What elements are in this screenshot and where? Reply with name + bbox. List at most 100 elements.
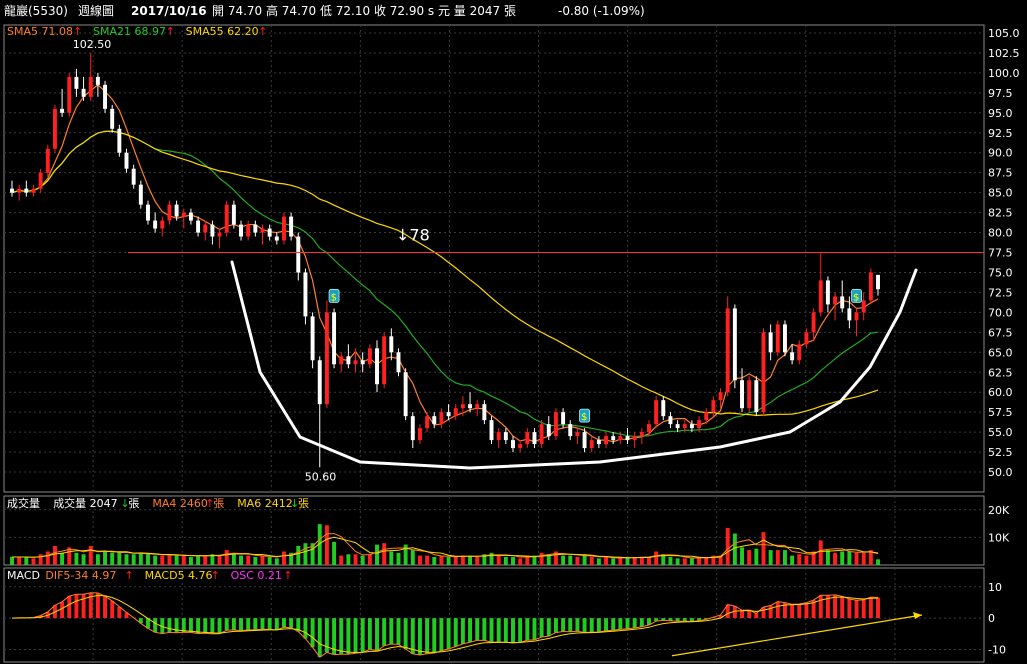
legend-item: MA6 2412 (237, 497, 293, 510)
volume-bar (804, 555, 809, 565)
macd-histogram-bar (725, 604, 730, 619)
volume-bar (754, 548, 759, 565)
macd-histogram-bar (167, 618, 172, 633)
candle-body (417, 428, 422, 441)
panel-frame-1 (3, 495, 985, 566)
candle-body (618, 436, 623, 441)
candle-body (747, 380, 752, 409)
volume-bar (324, 525, 329, 565)
macd-histogram-bar (482, 618, 487, 641)
candle-body (38, 172, 43, 189)
candle-body (103, 84, 108, 109)
macd-histogram-bar (353, 618, 358, 654)
macd-histogram-bar (303, 618, 308, 639)
price-tick-label: 52.5 (988, 446, 1013, 459)
stock-name: 龍巖(5530) (4, 4, 68, 18)
macd-histogram-bar (317, 618, 322, 658)
macd-histogram-bar (539, 618, 544, 637)
candle-body (553, 412, 558, 437)
price-tick-label: 57.5 (988, 406, 1013, 419)
volume-bar (382, 543, 387, 565)
price-tick-label: 55.0 (988, 426, 1013, 439)
candle-body (174, 204, 179, 217)
volume-bar (353, 554, 358, 565)
candle-body (489, 420, 494, 441)
macd-histogram-bar (439, 618, 444, 651)
macd-histogram-bar (117, 606, 122, 619)
volume-bar (389, 551, 394, 565)
volume-bar (417, 555, 422, 565)
price-tick-label: 102.5 (988, 47, 1020, 60)
volume-bar (561, 555, 566, 565)
volume-bar (668, 556, 673, 565)
volume-bar (260, 555, 265, 565)
candle-body (761, 332, 766, 413)
macd-histogram-bar (632, 618, 637, 628)
volume-bar (697, 556, 702, 565)
y-axis-labels: 105.0 102.5 100.0 97.5 95.0 92.5 90.0 87.5 85.0 8… (988, 27, 1020, 656)
macd-histogram-bar (518, 618, 523, 643)
quote-header: 龍巖(5530) 週線圖 2017/10/16 開 74.70 高 74.70 … (0, 0, 1027, 22)
candle-body (24, 188, 29, 193)
volume-bar (332, 541, 337, 565)
macd-histogram-bar (582, 618, 587, 633)
candle-body (310, 316, 315, 361)
volume-bar (446, 556, 451, 565)
candle-body (532, 432, 537, 445)
macd-histogram-bar (489, 618, 494, 643)
macd-histogram-bar (468, 618, 473, 643)
macd-histogram-bar (825, 595, 830, 619)
volume-bar (468, 555, 473, 565)
candle-body (718, 392, 723, 401)
candlesticks[interactable] (10, 52, 880, 468)
candle-body (754, 380, 759, 413)
candle-body (52, 108, 57, 149)
volume-bar (511, 556, 515, 565)
price-tick-label: 70.0 (988, 306, 1013, 319)
candle-body (689, 424, 694, 429)
macd-histogram-bar (553, 618, 558, 633)
volume-bar (281, 551, 286, 565)
candle-body (74, 76, 79, 89)
macd-histogram-bar (704, 618, 709, 620)
volume-bar (840, 551, 845, 565)
macd-histogram-bar (203, 618, 208, 634)
candle-body (181, 212, 186, 217)
volume-tick-label: 10K (988, 531, 1010, 544)
macd-histogram-bar (296, 618, 301, 632)
macd-histogram-bar (160, 618, 165, 634)
volume-bar (489, 552, 494, 565)
candle-body (654, 400, 659, 425)
cup-pattern-curve (230, 260, 918, 470)
candle-body (253, 224, 258, 233)
volume-bar (797, 554, 802, 565)
macd-histogram-bar (818, 595, 823, 619)
candle-body (332, 312, 337, 365)
macd-histogram-bar (446, 618, 451, 649)
volume-bar (525, 555, 530, 565)
macd-histogram-bar (324, 618, 329, 653)
candle-body (468, 404, 473, 409)
volume-bar (425, 555, 430, 565)
volume-bar (360, 555, 365, 565)
candle-body (582, 432, 587, 449)
volume-bar (575, 556, 580, 565)
macd-histogram-bar (618, 618, 623, 630)
volume-bar (339, 555, 344, 565)
stock-chart[interactable]: 105.0 102.5 100.0 97.5 95.0 92.5 90.0 87.5 85.0 8… (0, 22, 1027, 664)
legend-unit: 張 (213, 497, 224, 510)
candle-body (17, 188, 22, 193)
candle-body (67, 76, 72, 113)
signal-marker-label: $ (331, 292, 337, 303)
macd-histogram-bar (840, 596, 845, 619)
volume-bar (654, 551, 659, 565)
volume-bar (138, 552, 143, 565)
macd-histogram-bar (360, 618, 365, 653)
candle-body (539, 424, 544, 445)
macd-histogram-bar (81, 594, 86, 619)
period-label[interactable]: 週線圖 (78, 4, 115, 18)
macd-histogram-bar (790, 604, 795, 619)
candle-body (375, 348, 379, 385)
legend-arrow: ↑ (283, 569, 292, 582)
candle-body (496, 432, 501, 441)
